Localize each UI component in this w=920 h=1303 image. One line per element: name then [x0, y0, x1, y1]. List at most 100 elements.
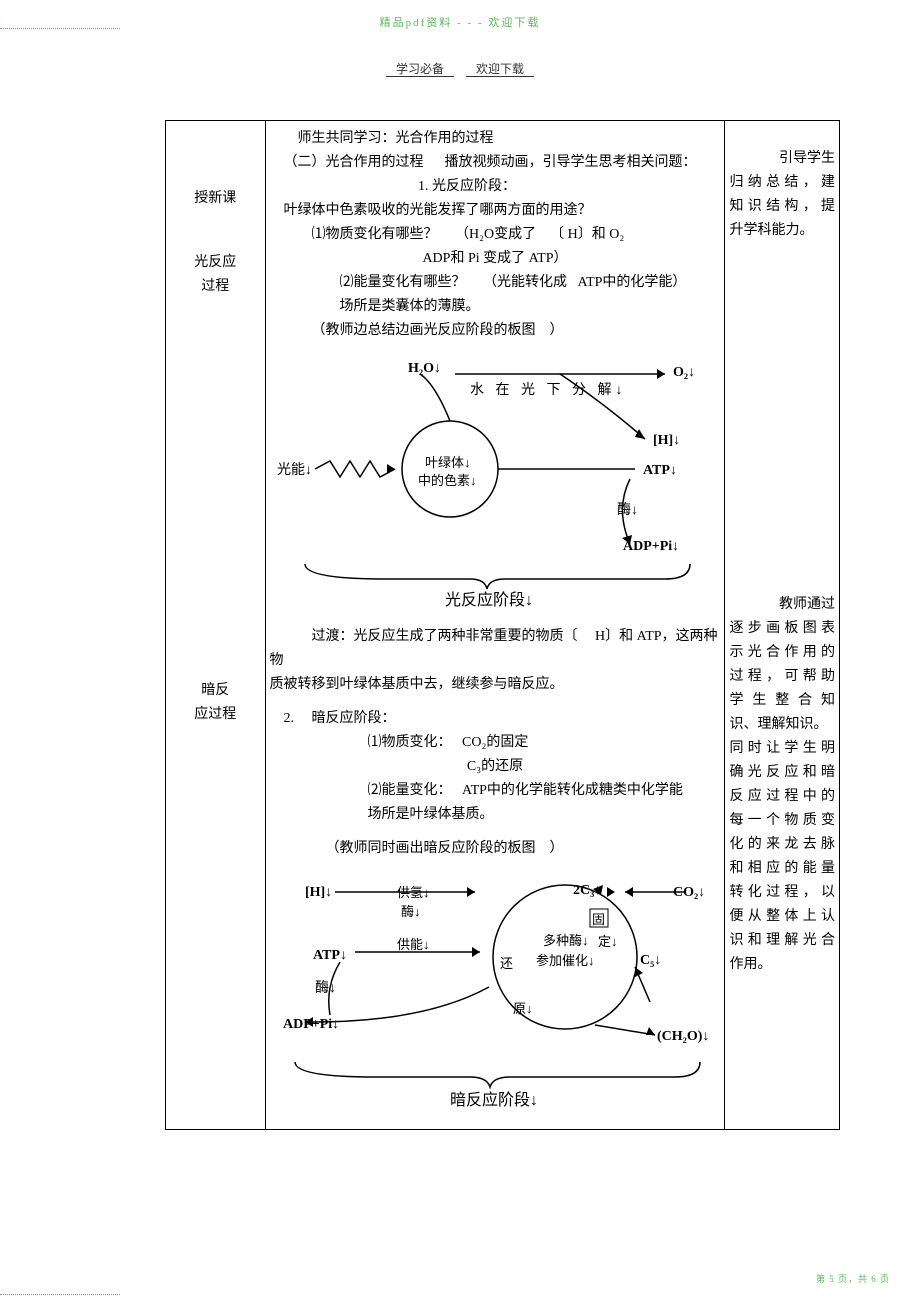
n1c: 知识结构，提 — [729, 195, 835, 219]
n2i: 反应过程中的 — [729, 785, 835, 809]
lesson-table: 授新课 光反应 过程 暗反 应过程 师生共同学习：光合作用的过程 （二）光合作用… — [165, 120, 840, 1130]
n1a: 引导学生 — [729, 147, 835, 171]
transition-a: 过渡：光反应生成了两种非常重要的物质〔 H〕和 ATP，这两种物 — [270, 625, 721, 673]
d1-light: 光能↓ — [277, 459, 312, 483]
d1-adp: ADP+Pi↓ — [623, 535, 679, 559]
line-2: （二）光合作用的过程 播放视频动画，引导学生思考相关问题： — [270, 151, 721, 175]
line-5: ⑴物质变化有哪些？ （H₂O变成了 〔 H〕和 O₂ — [270, 223, 721, 247]
dark-2: ⑴物质变化： CO₂的固定 — [270, 731, 721, 755]
d2-supplyE: 供能↓ — [397, 933, 430, 957]
d6: （教师同时画出暗反应阶段的板图 — [326, 841, 536, 856]
l5c: 〔 H〕和 O₂ — [550, 227, 624, 242]
d1-atp: ATP↓ — [643, 459, 677, 483]
header-right: 欢迎下载 — [466, 62, 534, 77]
d2-h: [H]↓ — [305, 881, 332, 905]
dotted-line-top — [0, 28, 120, 29]
light-reaction-diagram: H₂O↓ 水 在 光 下 分 解↓ O₂↓ [H]↓ 光能↓ 叶绿体↓ 中的色素… — [275, 349, 715, 609]
dark-3: C₃的还原 — [270, 755, 721, 779]
d2-red1: 还 — [500, 952, 513, 976]
l2a: （二）光合作用的过程 — [284, 155, 424, 170]
n1d: 升学科能力。 — [729, 219, 835, 243]
l5b: （H₂O变成了 — [455, 227, 536, 242]
dark-1: 2. 暗反应阶段： — [270, 707, 721, 731]
page-number: 第 5 页，共 6 页 — [816, 1272, 890, 1285]
n2l: 和相应的能量 — [729, 857, 835, 881]
d1-split: 水 在 光 下 分 解↓ — [470, 379, 627, 403]
line-8: 场所是类囊体的薄膜。 — [270, 295, 721, 319]
n2p: 作用。 — [729, 953, 835, 977]
d2-title: 暗反应阶段↓ — [450, 1089, 538, 1113]
l9b: ） — [550, 323, 564, 338]
d2b: CO₂的固定 — [462, 735, 528, 750]
d2-co2: CO₂↓ — [673, 881, 705, 905]
d1-chl2: 中的色素↓ — [418, 469, 477, 493]
stage-light-b: 过程 — [170, 275, 261, 299]
n2b: 逐步画板图表 — [729, 617, 835, 641]
ta: 过渡：光反应生成了两种非常重要的物质〔 — [312, 629, 578, 644]
d1-o2: O₂↓ — [673, 361, 695, 385]
dark-4: ⑵能量变化： ATP中的化学能转化成糖类中化学能 — [270, 779, 721, 803]
l2b: 播放视频动画，引导学生思考相关问题： — [445, 155, 697, 170]
d2-enz2: 酶↓ — [315, 977, 336, 1001]
d2-c3: 2C₃↓ — [573, 879, 601, 903]
n2h: 确光反应和暗 — [729, 761, 835, 785]
stage-dark-b: 应过程 — [170, 703, 261, 727]
d4b: ATP中的化学能转化成糖类中化学能 — [462, 783, 683, 798]
d2-fix2: 定↓ — [598, 930, 618, 954]
dotted-line-bottom — [0, 1294, 120, 1295]
transition-c: 质被转移到叶绿体基质中去，继续参与暗反应。 — [270, 673, 721, 697]
n2j: 每一个物质变 — [729, 809, 835, 833]
d4a: ⑵能量变化： — [368, 783, 452, 798]
l7a: ⑵能量变化有哪些？ — [340, 275, 466, 290]
d2-c5: C₅↓ — [640, 949, 661, 973]
line-9: （教师边总结边画光反应阶段的板图 ） — [270, 319, 721, 343]
line-4: 叶绿体中色素吸收的光能发挥了哪两方面的用途？ — [270, 199, 721, 223]
stage-column: 授新课 光反应 过程 暗反 应过程 — [166, 121, 266, 1130]
stage-light-a: 光反应 — [170, 251, 261, 275]
l7c: ATP中的化学能） — [578, 275, 687, 290]
dark-5: 场所是叶绿体基质。 — [270, 803, 721, 827]
n1b: 归纳总结，建 — [729, 171, 835, 195]
d2-fix1: 固 — [592, 908, 605, 932]
dark-6: （教师同时画出暗反应阶段的板图 ） — [270, 837, 721, 861]
d2a: ⑴物质变化： — [368, 735, 452, 750]
n2o: 识和理解光合 — [729, 929, 835, 953]
d1-enzyme: 酶↓ — [617, 499, 638, 523]
n2c: 示光合作用的 — [729, 641, 835, 665]
l9: （教师边总结边画光反应阶段的板图 — [312, 323, 536, 338]
n2g: 同时让学生明 — [729, 737, 835, 761]
d1: 2. — [284, 711, 295, 726]
d2-ch2o: (CH₂O)↓ — [657, 1025, 709, 1049]
d1-h: [H]↓ — [653, 429, 680, 453]
n2e: 学 生 整 合 知 — [729, 689, 835, 713]
page-header: 学习必备 欢迎下载 — [0, 60, 920, 77]
n2f: 识、理解知识。 — [729, 713, 835, 737]
d1b: 暗反应阶段： — [312, 711, 396, 726]
n2a: 教师通过 — [729, 593, 835, 617]
line-6: ADP和 Pi 变成了 ATP） — [270, 247, 721, 271]
l5a: ⑴物质变化有哪些？ — [312, 227, 438, 242]
d2-atp: ATP↓ — [313, 944, 347, 968]
line-3: 1. 光反应阶段： — [270, 175, 721, 199]
l7b: （光能转化成 — [483, 275, 567, 290]
notes-column: 引导学生 归纳总结，建 知识结构，提 升学科能力。 教师通过 逐步画板图表 示光… — [725, 121, 840, 1130]
d2-enz1: 酶↓ — [401, 900, 421, 924]
dark-reaction-diagram: [H]↓ 供氢↓ 酶↓ 供能↓ ATP↓ 酶↓ ADP+Pi↓ 2C₃↓ CO₂… — [275, 867, 715, 1117]
n2d: 过程，可帮助 — [729, 665, 835, 689]
dark-diagram-svg — [275, 867, 715, 1117]
watermark-top: 精品pdf资料 - - - 欢迎下载 — [0, 14, 920, 30]
content-column: 师生共同学习：光合作用的过程 （二）光合作用的过程 播放视频动画，引导学生思考相… — [265, 121, 725, 1130]
n2n: 便从整体上认 — [729, 905, 835, 929]
d1-title: 光反应阶段↓ — [445, 589, 533, 613]
d1-h2o: H₂O↓ — [408, 357, 441, 381]
d2-adp: ADP+Pi↓ — [283, 1013, 339, 1037]
header-left: 学习必备 — [386, 62, 454, 77]
stage-dark-a: 暗反 — [170, 679, 261, 703]
d2-cat: 参加催化↓ — [536, 949, 595, 973]
line-1: 师生共同学习：光合作用的过程 — [270, 127, 721, 151]
d2-red2: 原↓ — [513, 997, 533, 1021]
n2m: 转化过程，以 — [729, 881, 835, 905]
stage-new: 授新课 — [170, 187, 261, 211]
d6b: ） — [550, 841, 564, 856]
line-7: ⑵能量变化有哪些？ （光能转化成 ATP中的化学能） — [270, 271, 721, 295]
